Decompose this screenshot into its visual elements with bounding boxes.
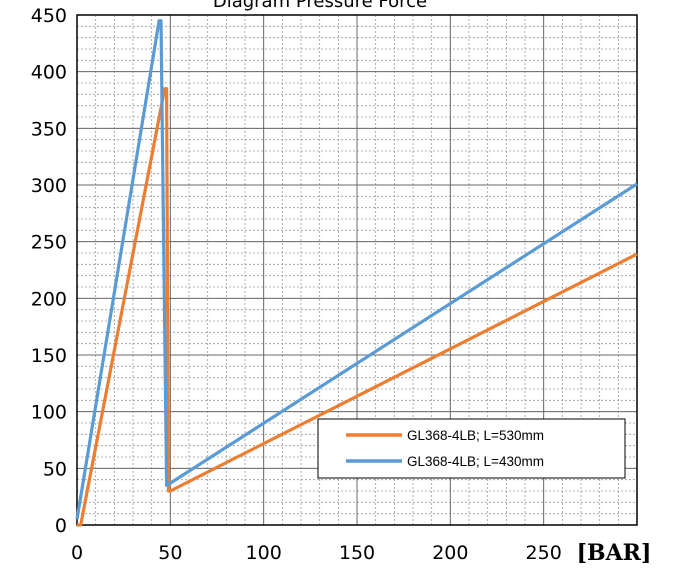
y-tick-labels: 0 50 100 150 200 250 300 350 400 450 [31,5,67,537]
series-line-1 [75,19,638,520]
y-tick-label: 150 [31,345,67,367]
legend-label-530mm: GL368-4LB; L=530mm [407,428,544,443]
x-tick-label: 250 [526,542,562,564]
y-tick-label: 0 [55,515,67,537]
x-axis-unit-label: [BAR] [577,540,652,566]
x-tick-label: 200 [432,542,468,564]
major-grid [77,15,637,525]
y-tick-label: 400 [31,62,67,84]
legend: GL368-4LB; L=530mm GL368-4LB; L=430mm [317,418,626,479]
plot-frame [76,14,638,526]
legend-box [317,418,626,479]
y-tick-label: 300 [31,175,67,197]
x-tick-label: 50 [158,542,182,564]
x-tick-label: 100 [246,542,282,564]
y-tick-label: 200 [31,288,67,310]
x-tick-labels: 0 50 100 150 200 250 [71,542,562,564]
y-tick-label: 350 [31,118,67,140]
x-tick-label: 150 [339,542,375,564]
series-line-0 [77,87,638,527]
x-tick-label: 0 [71,542,83,564]
y-tick-label: 250 [31,232,67,254]
legend-label-430mm: GL368-4LB; L=430mm [407,454,544,469]
chart-title: Diagram Pressure Force [213,0,427,12]
series-layer [75,19,638,527]
y-tick-label: 100 [31,402,67,424]
y-tick-label: 50 [43,458,67,480]
y-tick-label: 450 [31,5,67,27]
